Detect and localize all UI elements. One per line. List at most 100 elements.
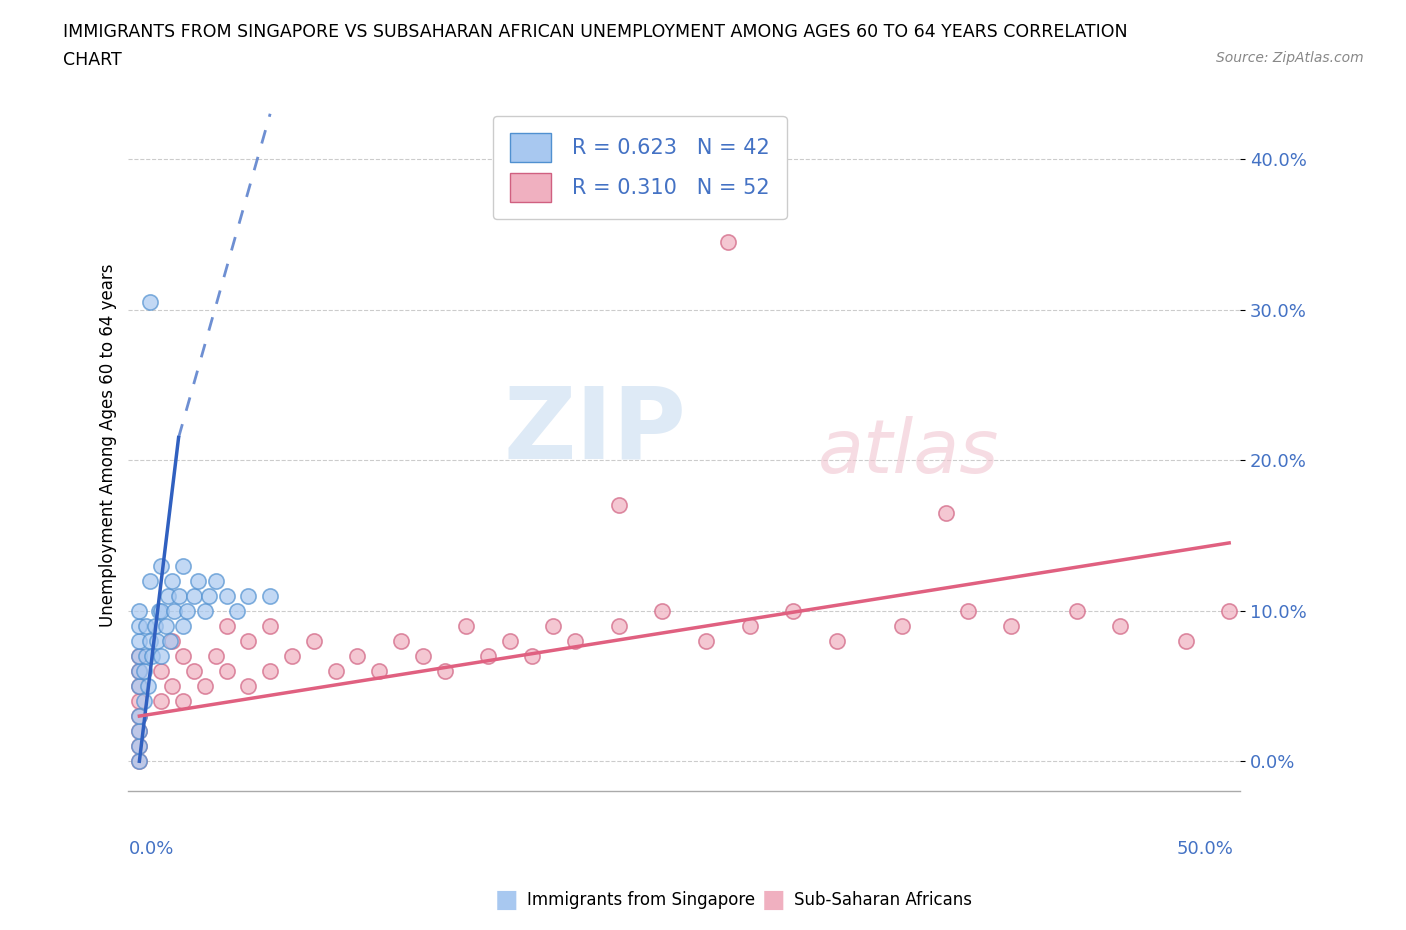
Point (215, 663, 238, 678)
Point (302, 633, 325, 648)
Point (172, 648, 194, 663)
Point (160, 633, 183, 648)
Point (150, 694, 173, 709)
Point (1261, 618, 1284, 633)
Point (132, 694, 155, 709)
Point (160, 679, 183, 694)
Point (146, 633, 169, 648)
Point (128, 618, 150, 633)
Y-axis label: Unemployment Among Ages 60 to 64 years: Unemployment Among Ages 60 to 64 years (100, 263, 117, 627)
Point (128, 633, 150, 648)
Point (1109, 618, 1132, 633)
Point (128, 679, 150, 694)
Point (238, 588, 260, 603)
Point (204, 648, 226, 663)
Point (891, 618, 914, 633)
Point (1066, 604, 1088, 618)
Point (651, 604, 673, 618)
Point (143, 618, 166, 633)
Point (564, 633, 586, 648)
Point (128, 648, 150, 663)
Point (172, 558, 194, 573)
Point (825, 633, 848, 648)
Point (128, 738, 150, 753)
Point (194, 679, 217, 694)
Point (128, 738, 150, 753)
Point (1174, 633, 1197, 648)
Point (1305, 604, 1327, 618)
Point (128, 709, 150, 724)
Point (368, 663, 391, 678)
Text: Immigrants from Singapore: Immigrants from Singapore (527, 891, 755, 910)
Point (477, 648, 499, 663)
Legend: R = 0.623   N = 42, R = 0.310   N = 52: R = 0.623 N = 42, R = 0.310 N = 52 (494, 116, 786, 219)
Text: ■: ■ (762, 888, 785, 912)
Point (135, 648, 157, 663)
Point (128, 648, 150, 663)
Point (172, 694, 194, 709)
Point (346, 648, 368, 663)
Point (259, 618, 281, 633)
Point (141, 648, 163, 663)
Point (325, 663, 347, 678)
Point (520, 648, 543, 663)
Point (204, 573, 226, 588)
Point (782, 604, 804, 618)
Point (128, 604, 150, 618)
Text: 0.0%: 0.0% (128, 840, 174, 857)
Point (135, 618, 157, 633)
Point (717, 234, 740, 249)
Point (128, 754, 150, 769)
Point (128, 724, 150, 738)
Point (139, 295, 162, 310)
Point (139, 573, 162, 588)
Point (128, 709, 150, 724)
Point (238, 679, 260, 694)
Point (187, 573, 209, 588)
Point (607, 498, 630, 512)
Text: 50.0%: 50.0% (1177, 840, 1233, 857)
Point (150, 558, 173, 573)
Text: ZIP: ZIP (503, 382, 686, 480)
Point (150, 663, 173, 678)
Point (167, 588, 190, 603)
Point (543, 618, 565, 633)
Point (607, 618, 630, 633)
Point (238, 633, 260, 648)
Point (389, 633, 412, 648)
Point (163, 604, 186, 618)
Point (215, 618, 238, 633)
Text: atlas: atlas (818, 416, 1000, 488)
Point (132, 663, 155, 678)
Point (183, 588, 205, 603)
Point (128, 754, 150, 769)
Point (695, 633, 717, 648)
Text: CHART: CHART (63, 51, 122, 69)
Point (226, 604, 249, 618)
Point (128, 679, 150, 694)
Point (128, 663, 150, 678)
Point (1000, 618, 1022, 633)
Text: IMMIGRANTS FROM SINGAPORE VS SUBSAHARAN AFRICAN UNEMPLOYMENT AMONG AGES 60 TO 64: IMMIGRANTS FROM SINGAPORE VS SUBSAHARAN … (63, 23, 1128, 41)
Point (259, 663, 281, 678)
Point (155, 618, 177, 633)
Point (136, 679, 159, 694)
Point (499, 633, 522, 648)
Point (194, 604, 217, 618)
Point (259, 588, 281, 603)
Point (128, 694, 150, 709)
Point (215, 588, 238, 603)
Point (128, 724, 150, 738)
Point (128, 663, 150, 678)
Point (412, 648, 434, 663)
Point (281, 648, 304, 663)
Point (956, 604, 979, 618)
Point (159, 633, 181, 648)
Point (198, 588, 221, 603)
Text: ■: ■ (495, 888, 517, 912)
Point (139, 633, 162, 648)
Text: Sub-Saharan Africans: Sub-Saharan Africans (794, 891, 973, 910)
Point (150, 604, 173, 618)
Point (150, 648, 173, 663)
Point (935, 505, 957, 520)
